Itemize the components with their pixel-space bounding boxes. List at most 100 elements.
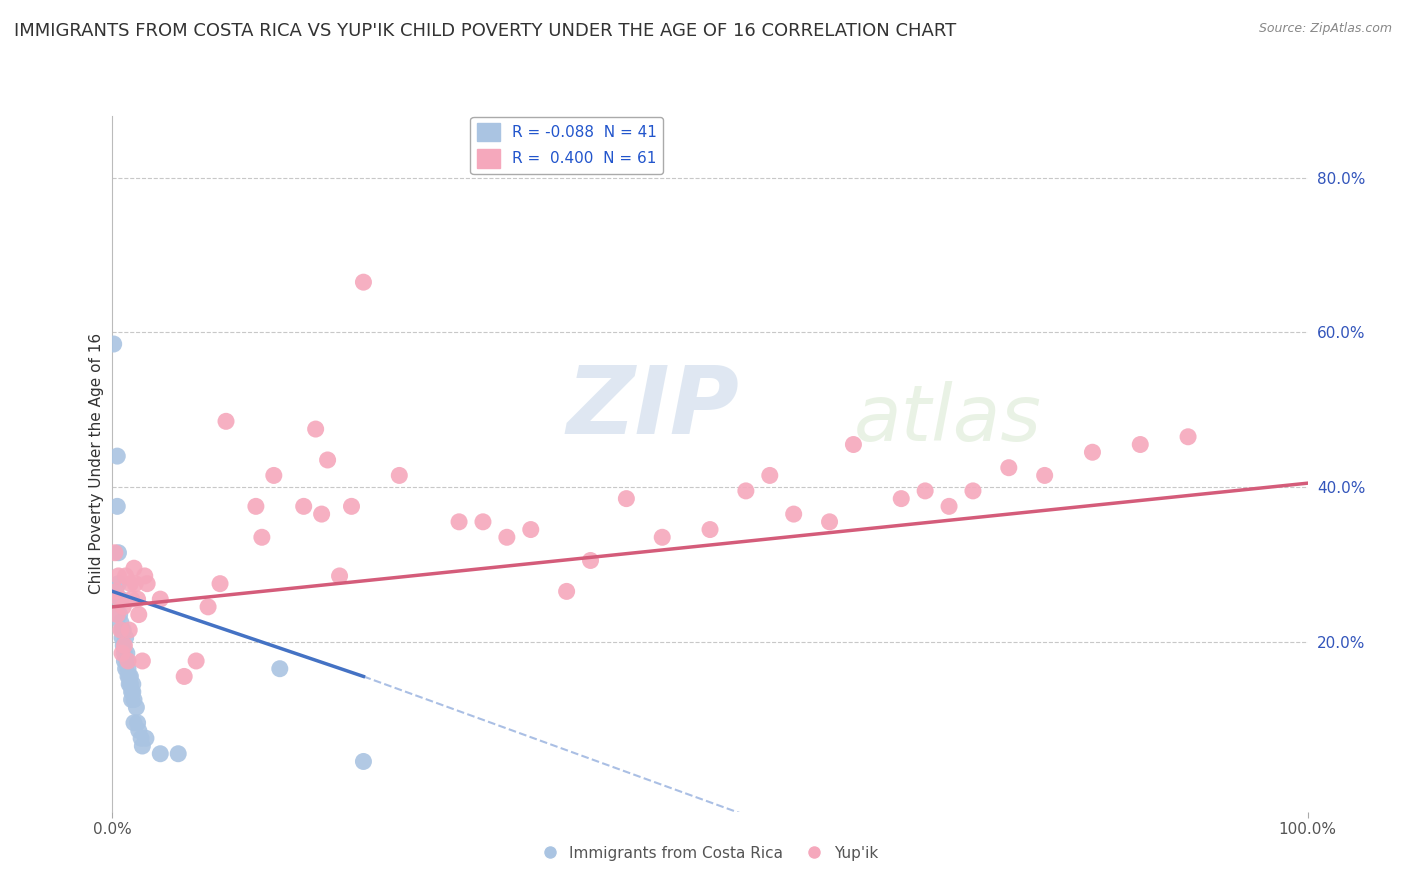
Point — [1129, 437, 1152, 451]
Point — [111, 623, 134, 637]
Point — [735, 483, 758, 498]
Point — [114, 639, 135, 653]
Point — [108, 592, 131, 607]
Point — [124, 576, 146, 591]
Point — [105, 449, 128, 463]
Point — [104, 546, 127, 560]
Point — [149, 747, 172, 761]
Point — [173, 669, 195, 683]
Point — [316, 453, 339, 467]
Point — [699, 523, 721, 537]
Point — [136, 576, 159, 591]
Point — [520, 523, 543, 537]
Point — [215, 414, 238, 428]
Point — [121, 685, 143, 699]
Point — [110, 592, 132, 607]
Point — [120, 677, 142, 691]
Point — [108, 592, 131, 607]
Point — [759, 468, 782, 483]
Point — [114, 646, 135, 660]
Point — [311, 507, 333, 521]
Point — [555, 584, 578, 599]
Point — [496, 530, 519, 544]
Legend: Immigrants from Costa Rica, Yup'ik: Immigrants from Costa Rica, Yup'ik — [536, 839, 884, 867]
Point — [782, 507, 804, 521]
Point — [110, 623, 132, 637]
Point — [105, 500, 128, 514]
Point — [129, 731, 152, 746]
Point — [110, 615, 132, 630]
Point — [128, 607, 150, 622]
Point — [122, 561, 145, 575]
Point — [118, 677, 141, 691]
Point — [121, 692, 143, 706]
Point — [128, 723, 150, 738]
Point — [114, 654, 135, 668]
Point — [651, 530, 673, 544]
Point — [117, 669, 139, 683]
Point — [135, 731, 157, 746]
Point — [108, 607, 131, 622]
Point — [614, 491, 637, 506]
Point — [1033, 468, 1056, 483]
Point — [245, 500, 267, 514]
Point — [304, 422, 326, 436]
Point — [121, 685, 143, 699]
Point — [292, 500, 315, 514]
Point — [120, 669, 142, 683]
Point — [111, 646, 134, 660]
Point — [447, 515, 470, 529]
Point — [962, 483, 984, 498]
Point — [105, 607, 128, 622]
Point — [328, 569, 352, 583]
Point — [111, 631, 134, 645]
Point — [115, 646, 138, 660]
Point — [114, 662, 136, 676]
Point — [149, 592, 172, 607]
Point — [938, 500, 960, 514]
Point — [579, 553, 602, 567]
Text: Source: ZipAtlas.com: Source: ZipAtlas.com — [1258, 22, 1392, 36]
Point — [208, 576, 231, 591]
Point — [117, 662, 139, 676]
Point — [352, 275, 374, 289]
Point — [1177, 430, 1199, 444]
Point — [131, 654, 153, 668]
Point — [120, 576, 142, 591]
Point — [114, 569, 136, 583]
Point — [107, 546, 129, 560]
Point — [121, 677, 143, 691]
Point — [103, 337, 125, 351]
Point — [472, 515, 495, 529]
Point — [118, 623, 141, 637]
Point — [115, 654, 138, 668]
Point — [250, 530, 273, 544]
Point — [818, 515, 841, 529]
Point — [125, 700, 148, 714]
Y-axis label: Child Poverty Under the Age of 16: Child Poverty Under the Age of 16 — [89, 334, 104, 594]
Point — [122, 715, 145, 730]
Point — [352, 755, 374, 769]
Point — [197, 599, 219, 614]
Point — [122, 692, 145, 706]
Point — [107, 569, 129, 583]
Point — [134, 569, 156, 583]
Point — [121, 592, 143, 607]
Point — [998, 460, 1021, 475]
Point — [117, 654, 139, 668]
Point — [118, 669, 141, 683]
Point — [890, 491, 912, 506]
Text: IMMIGRANTS FROM COSTA RICA VS YUP'IK CHILD POVERTY UNDER THE AGE OF 16 CORRELATI: IMMIGRANTS FROM COSTA RICA VS YUP'IK CHI… — [14, 22, 956, 40]
Text: atlas: atlas — [853, 381, 1042, 457]
Point — [842, 437, 865, 451]
Point — [269, 662, 291, 676]
Point — [914, 483, 936, 498]
Point — [167, 747, 190, 761]
Text: ZIP: ZIP — [567, 362, 740, 454]
Point — [131, 739, 153, 753]
Point — [112, 599, 135, 614]
Point — [186, 654, 208, 668]
Point — [1081, 445, 1104, 459]
Point — [340, 500, 363, 514]
Point — [263, 468, 285, 483]
